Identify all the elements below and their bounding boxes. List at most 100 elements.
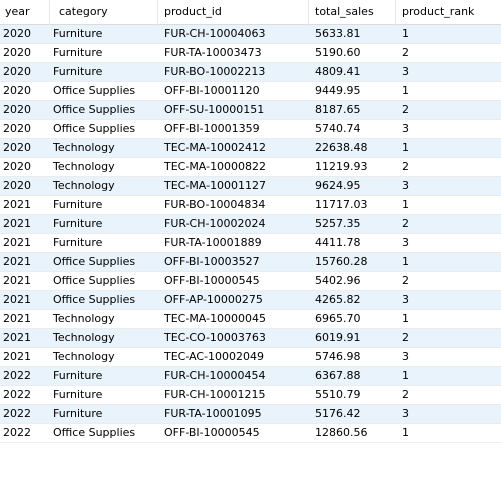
cell-product-id[interactable]: FUR-CH-10002024 [164,217,266,230]
cell-year[interactable]: 2021 [3,350,31,363]
cell-category[interactable]: Furniture [53,217,103,230]
cell-category[interactable]: Furniture [53,236,103,249]
cell-total-sales[interactable]: 5633.81 [315,27,361,40]
cell-product-rank[interactable]: 2 [402,103,409,116]
column-header-total-sales[interactable]: total_sales [309,0,396,25]
cell-product-id[interactable]: OFF-BI-10003527 [164,255,260,268]
table-row[interactable]: 2022 Furniture FUR-TA-10001095 5176.42 3 [0,405,501,424]
table-row[interactable]: 2021 Technology TEC-AC-10002049 5746.98 3 [0,348,501,367]
cell-category[interactable]: Furniture [53,65,103,78]
cell-product-rank[interactable]: 1 [402,426,409,439]
cell-category[interactable]: Technology [53,350,115,363]
cell-product-rank[interactable]: 3 [402,350,409,363]
cell-year[interactable]: 2020 [3,46,31,59]
cell-category[interactable]: Furniture [53,198,103,211]
table-row[interactable]: 2021 Technology TEC-CO-10003763 6019.91 2 [0,329,501,348]
cell-category[interactable]: Office Supplies [53,293,136,306]
cell-year[interactable]: 2021 [3,331,31,344]
cell-year[interactable]: 2020 [3,122,31,135]
cell-category[interactable]: Furniture [53,407,103,420]
cell-total-sales[interactable]: 12860.56 [315,426,368,439]
cell-product-rank[interactable]: 3 [402,65,409,78]
cell-category[interactable]: Furniture [53,388,103,401]
column-header-year[interactable]: year [0,0,50,25]
table-row[interactable]: 2022 Furniture FUR-CH-10001215 5510.79 2 [0,386,501,405]
table-row[interactable]: 2020 Furniture FUR-BO-10002213 4809.41 3 [0,63,501,82]
cell-year[interactable]: 2022 [3,426,31,439]
table-row[interactable]: 2021 Office Supplies OFF-BI-10000545 5402.9… [0,272,501,291]
cell-product-id[interactable]: TEC-MA-10000822 [164,160,267,173]
cell-year[interactable]: 2021 [3,274,31,287]
cell-product-rank[interactable]: 3 [402,236,409,249]
cell-year[interactable]: 2021 [3,255,31,268]
cell-category[interactable]: Office Supplies [53,274,136,287]
cell-product-rank[interactable]: 2 [402,331,409,344]
cell-total-sales[interactable]: 5740.74 [315,122,361,135]
cell-total-sales[interactable]: 15760.28 [315,255,368,268]
cell-product-id[interactable]: FUR-BO-10004834 [164,198,266,211]
table-row[interactable]: 2021 Furniture FUR-BO-10004834 11717.03 1 [0,196,501,215]
table-row[interactable]: 2020 Technology TEC-MA-10001127 9624.95 3 [0,177,501,196]
column-header-category[interactable]: category [50,0,158,25]
cell-total-sales[interactable]: 8187.65 [315,103,361,116]
cell-product-id[interactable]: OFF-BI-10001359 [164,122,260,135]
column-header-product-id[interactable]: product_id [158,0,309,25]
cell-category[interactable]: Furniture [53,369,103,382]
table-row[interactable]: 2020 Furniture FUR-CH-10004063 5633.81 1 [0,25,501,44]
cell-product-id[interactable]: OFF-BI-10001120 [164,84,260,97]
cell-total-sales[interactable]: 11717.03 [315,198,368,211]
cell-total-sales[interactable]: 5190.60 [315,46,361,59]
cell-category[interactable]: Technology [53,160,115,173]
table-row[interactable]: 2020 Technology TEC-MA-10000822 11219.93 2 [0,158,501,177]
cell-product-rank[interactable]: 1 [402,255,409,268]
cell-total-sales[interactable]: 11219.93 [315,160,368,173]
cell-product-id[interactable]: TEC-MA-10002412 [164,141,267,154]
cell-year[interactable]: 2022 [3,369,31,382]
cell-year[interactable]: 2020 [3,65,31,78]
cell-year[interactable]: 2020 [3,103,31,116]
cell-product-rank[interactable]: 1 [402,198,409,211]
cell-product-id[interactable]: TEC-CO-10003763 [164,331,266,344]
cell-product-rank[interactable]: 2 [402,217,409,230]
table-row[interactable]: 2021 Furniture FUR-TA-10001889 4411.78 3 [0,234,501,253]
cell-total-sales[interactable]: 5402.96 [315,274,361,287]
cell-category[interactable]: Office Supplies [53,426,136,439]
cell-category[interactable]: Furniture [53,27,103,40]
cell-product-id[interactable]: FUR-CH-10001215 [164,388,266,401]
cell-product-id[interactable]: TEC-MA-10000045 [164,312,267,325]
column-header-product-rank[interactable]: product_rank [402,5,475,18]
cell-product-id[interactable]: FUR-CH-10004063 [164,27,266,40]
cell-year[interactable]: 2022 [3,407,31,420]
cell-product-id[interactable]: TEC-AC-10002049 [164,350,265,363]
table-row[interactable]: 2020 Office Supplies OFF-BI-10001120 9449.9… [0,82,501,101]
cell-category[interactable]: Office Supplies [53,255,136,268]
cell-product-rank[interactable]: 3 [402,293,409,306]
table-row[interactable]: 2021 Furniture FUR-CH-10002024 5257.35 2 [0,215,501,234]
cell-category[interactable]: Office Supplies [53,122,136,135]
cell-year[interactable]: 2021 [3,312,31,325]
cell-product-rank[interactable]: 1 [402,84,409,97]
cell-category[interactable]: Technology [53,312,115,325]
cell-total-sales[interactable]: 5257.35 [315,217,361,230]
cell-product-rank[interactable]: 3 [402,179,409,192]
cell-product-rank[interactable]: 1 [402,312,409,325]
table-row[interactable]: 2022 Furniture FUR-CH-10000454 6367.88 1 [0,367,501,386]
cell-product-id[interactable]: TEC-MA-10001127 [164,179,267,192]
cell-total-sales[interactable]: 5176.42 [315,407,361,420]
cell-total-sales[interactable]: 22638.48 [315,141,368,154]
cell-category[interactable]: Technology [53,141,115,154]
cell-total-sales[interactable]: 4265.82 [315,293,361,306]
cell-product-rank[interactable]: 1 [402,369,409,382]
table-row[interactable]: 2022 Office Supplies OFF-BI-10000545 12860.… [0,424,501,443]
cell-total-sales[interactable]: 5510.79 [315,388,361,401]
cell-category[interactable]: Office Supplies [53,84,136,97]
cell-product-id[interactable]: FUR-TA-10001095 [164,407,262,420]
cell-total-sales[interactable]: 9624.95 [315,179,361,192]
cell-product-id[interactable]: FUR-BO-10002213 [164,65,266,78]
cell-total-sales[interactable]: 6019.91 [315,331,361,344]
cell-year[interactable]: 2020 [3,160,31,173]
cell-product-rank[interactable]: 3 [402,407,409,420]
cell-category[interactable]: Technology [53,331,115,344]
cell-year[interactable]: 2020 [3,179,31,192]
cell-product-id[interactable]: FUR-TA-10001889 [164,236,262,249]
